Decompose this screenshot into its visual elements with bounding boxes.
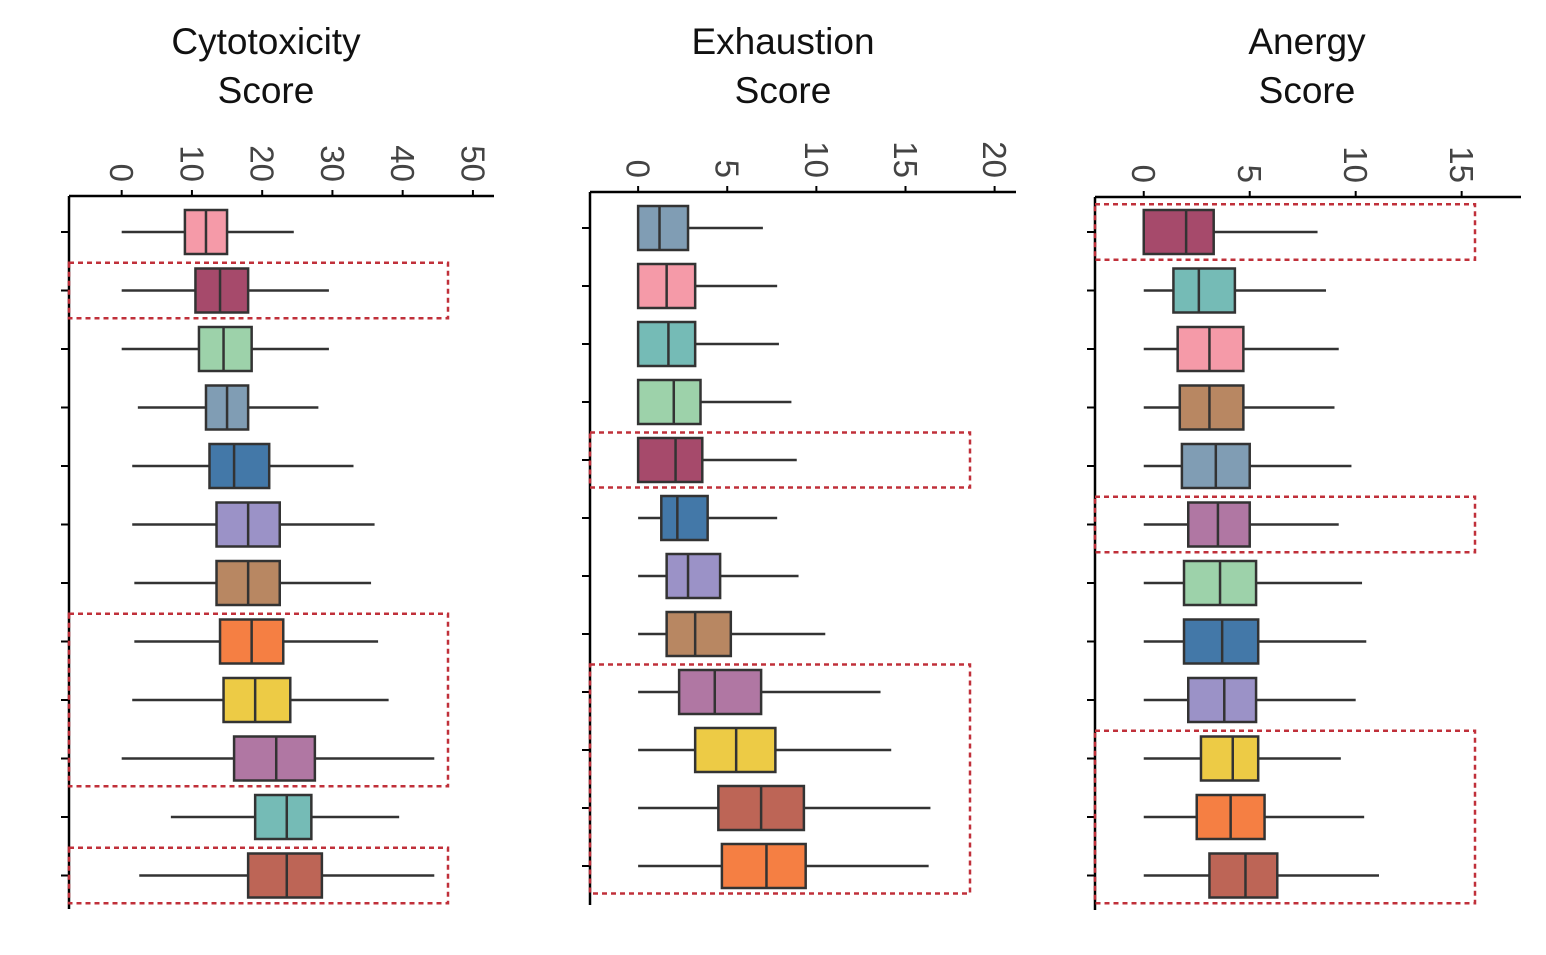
box-iqr bbox=[665, 552, 722, 600]
highlight-box bbox=[588, 663, 972, 895]
box-iqr bbox=[1172, 267, 1237, 314]
box-row-11 bbox=[170, 793, 400, 841]
highlight-box bbox=[1093, 729, 1477, 905]
box-row-1 bbox=[121, 208, 294, 256]
box-row-6 bbox=[1143, 501, 1339, 548]
box-iqr bbox=[197, 325, 253, 373]
box-row-4 bbox=[1143, 384, 1335, 431]
x-tick-label: 20 bbox=[244, 145, 281, 182]
panel-title-line: Score bbox=[218, 70, 315, 111]
x-tick-label: 5 bbox=[1231, 165, 1268, 183]
highlight-box bbox=[67, 261, 450, 320]
box-iqr bbox=[636, 320, 697, 368]
panel-title-line: Score bbox=[735, 70, 832, 111]
x-tick-label: 10 bbox=[173, 145, 210, 182]
box-iqr bbox=[720, 842, 807, 890]
box-row-3 bbox=[1143, 325, 1339, 373]
panel-title-line: Anergy bbox=[1248, 21, 1366, 62]
box-row-7 bbox=[1143, 559, 1363, 607]
box-row-2 bbox=[1143, 267, 1327, 314]
box-iqr bbox=[660, 494, 709, 542]
x-tick-label: 50 bbox=[454, 145, 491, 182]
x-tick-label: 15 bbox=[887, 141, 924, 178]
box-row-2 bbox=[121, 267, 329, 314]
box-row-7 bbox=[134, 559, 372, 607]
box-row-5 bbox=[1143, 442, 1352, 490]
box-iqr bbox=[246, 852, 324, 899]
box-row-6 bbox=[638, 494, 778, 542]
x-tick-label: 0 bbox=[1125, 165, 1162, 183]
x-tick-label: 0 bbox=[103, 164, 140, 182]
panel-title-line: Score bbox=[1259, 70, 1356, 111]
box-row-3 bbox=[636, 320, 779, 368]
box-row-12 bbox=[1143, 852, 1379, 899]
box-row-4 bbox=[137, 384, 319, 431]
x-tick-label: 0 bbox=[620, 160, 657, 178]
chart-panel-1: Cytotoxicity Score 0 10 20 30 40 50 bbox=[61, 21, 494, 909]
box-row-11 bbox=[638, 784, 931, 832]
highlight-box bbox=[1093, 495, 1477, 554]
box-iqr bbox=[208, 442, 271, 490]
box-row-5 bbox=[132, 442, 354, 490]
box-row-1 bbox=[1142, 208, 1318, 256]
panel-title-line: Exhaustion bbox=[691, 21, 874, 62]
box-row-10 bbox=[121, 735, 435, 782]
box-iqr bbox=[1142, 208, 1215, 256]
box-row-8 bbox=[134, 618, 379, 665]
box-iqr bbox=[636, 436, 704, 484]
box-iqr bbox=[1199, 735, 1260, 782]
box-row-9 bbox=[132, 676, 389, 724]
box-row-10 bbox=[638, 726, 892, 774]
x-tick-label: 30 bbox=[314, 145, 351, 182]
box-iqr bbox=[194, 267, 250, 314]
box-row-3 bbox=[121, 325, 329, 373]
box-row-8 bbox=[1143, 618, 1367, 665]
x-tick-label: 20 bbox=[976, 141, 1013, 178]
box-row-5 bbox=[636, 436, 797, 484]
box-iqr bbox=[636, 378, 702, 426]
box-iqr bbox=[253, 793, 313, 841]
chart-panel-3: Anergy Score 0 5 10 15 bbox=[1087, 21, 1521, 910]
box-row-12 bbox=[139, 852, 435, 899]
panel-title-line: Cytotoxicity bbox=[171, 21, 361, 62]
highlight-box bbox=[67, 612, 450, 788]
chart-panel-2: Exhaustion Score 0 5 10 15 20 bbox=[582, 21, 1016, 905]
box-iqr bbox=[636, 204, 690, 252]
x-tick-label: 10 bbox=[798, 141, 835, 178]
box-row-10 bbox=[1143, 735, 1341, 782]
box-row-11 bbox=[1143, 793, 1365, 841]
box-row-1 bbox=[636, 204, 763, 252]
x-tick-label: 40 bbox=[384, 145, 421, 182]
highlight-box bbox=[1093, 203, 1477, 261]
x-tick-label: 5 bbox=[709, 160, 746, 178]
box-iqr bbox=[1178, 384, 1245, 431]
box-row-9 bbox=[638, 668, 881, 716]
box-row-2 bbox=[636, 262, 778, 310]
box-row-4 bbox=[636, 378, 792, 426]
box-iqr bbox=[677, 668, 763, 716]
box-iqr bbox=[665, 610, 733, 658]
box-iqr bbox=[222, 676, 292, 724]
box-iqr bbox=[232, 735, 317, 782]
box-iqr bbox=[1208, 852, 1279, 899]
box-row-12 bbox=[638, 842, 929, 890]
highlight-box bbox=[588, 431, 972, 489]
box-row-6 bbox=[132, 501, 375, 548]
box-iqr bbox=[1187, 676, 1258, 724]
x-tick-label: 10 bbox=[1337, 146, 1374, 183]
x-tick-label: 15 bbox=[1443, 146, 1480, 183]
box-row-9 bbox=[1143, 676, 1356, 724]
box-row-8 bbox=[638, 610, 826, 658]
highlight-box bbox=[67, 846, 450, 905]
box-row-7 bbox=[638, 552, 799, 600]
